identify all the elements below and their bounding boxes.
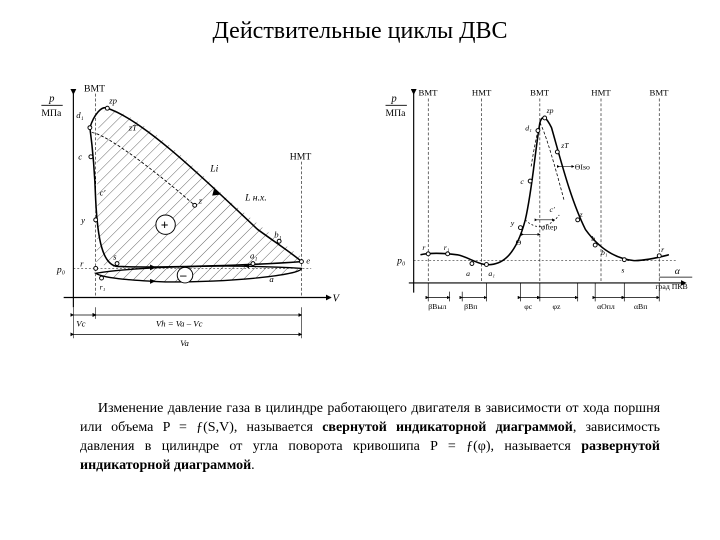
vmt-label: ВМТ [84,84,105,95]
t4: НМТ [591,88,611,98]
x-label-bot: град ПКВ [655,282,687,291]
pt-s: s [113,252,117,262]
caption: Изменение давление газа в цилиндре работ… [80,400,660,476]
pt-b1: b₁ [601,248,608,257]
y-label-bot: МПа [41,108,62,119]
phi-c: φc [524,302,532,311]
t1: ВМТ [419,88,439,98]
Lnx: L н.х. [244,192,267,203]
plus: + [161,218,169,233]
pt-r: r [80,258,84,268]
pv-diagram: p МПа V ВМТ НМТ p₀ + – d₁ zp zT z c y c′… [20,70,350,360]
pt-zp: zp [546,106,554,115]
Vc: Vc [76,319,85,329]
pt-b: b [591,234,595,243]
Li: Li [209,163,218,174]
pt-a1: a₁ [250,251,257,261]
pt-s: s [621,265,624,274]
phi-over: φIteр [541,223,558,232]
main-curve [420,118,668,265]
pt-a1: a₁ [488,269,495,278]
pt-d1: d₁ [76,110,83,120]
beta-in: βВп [464,302,477,311]
nmt-label: НМТ [290,152,312,163]
theta-iso: ΘIso [575,162,590,171]
t3: ВМТ [530,88,550,98]
pt-d1: d₁ [525,124,532,133]
pt-r2: r [661,245,665,254]
y-label-top: p [48,92,54,104]
Va: Va [180,338,189,348]
pt-b1: b₁ [274,229,281,239]
pt-e: e [306,256,310,266]
minus: – [179,268,187,282]
slide-title: Действительные циклы ДВС [0,18,720,45]
pt-zT: zT [560,141,569,150]
y-label-top: p [390,92,396,104]
pt-z: z [198,195,203,205]
p0: p₀ [56,264,65,275]
work-area [96,108,302,268]
phi-z: φz [552,302,560,311]
t2: НМТ [472,88,492,98]
p-alpha-diagram: p МПа α град ПКВ p₀ ВМТ НМТ ВМТ НМТ ВМТ … [370,70,700,360]
cap-t3: . [251,458,255,473]
beta-ex: βВыл [428,302,446,311]
pt-y: y [80,215,85,225]
pt-a: a [466,269,470,278]
Vh: Vh = Va – Vc [156,319,203,329]
p0: p₀ [396,256,405,267]
pt-y: y [510,219,515,228]
x-label-top: α [675,266,681,277]
cap-b1: свернутой индикаторной диаграммой [322,420,573,435]
pt-a: a [269,274,274,284]
pt-r: r [422,243,426,252]
alpha-ov: αОпл [597,302,615,311]
x-label: V [333,292,341,304]
pt-zp: zp [108,95,117,105]
pt-cp: c′ [550,205,555,214]
y-label-bot: МПа [386,108,407,119]
pt-r1: r₁ [100,283,106,292]
pt-c: c [78,152,82,162]
t5: ВМТ [650,88,670,98]
pt-z: z [579,210,583,219]
theta: Θ [516,238,522,247]
pt-c: c [520,177,524,186]
alpha-in: αВп [634,302,647,311]
pt-r1: r₁ [444,243,450,252]
pt-zT: zT [128,123,138,133]
